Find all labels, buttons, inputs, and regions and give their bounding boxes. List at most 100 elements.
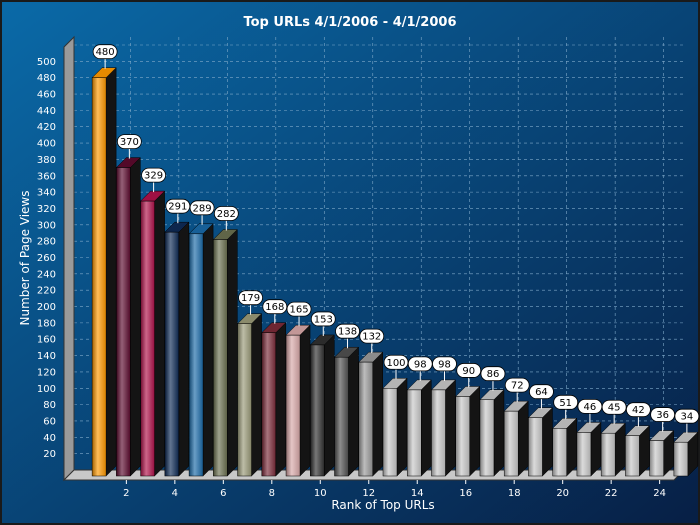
x-tick-label: 24: [653, 488, 666, 499]
bar-side: [469, 385, 480, 477]
data-label-bubble: [310, 311, 336, 327]
data-label: 282: [213, 206, 239, 231]
data-label-bubble: [650, 407, 676, 422]
bar: [576, 421, 602, 477]
y-tick-label: 500: [37, 57, 56, 68]
bar: [285, 324, 311, 477]
data-label-text: 34: [681, 412, 694, 423]
bar: [503, 400, 529, 477]
bar-front: [164, 231, 180, 477]
x-tick-label: 10: [314, 488, 327, 499]
bar-front: [188, 233, 204, 477]
bar-side: [348, 346, 359, 477]
bar-side: [542, 407, 553, 477]
data-label-bubble: [553, 394, 579, 410]
data-label: 165: [286, 301, 312, 327]
data-label-text: 72: [511, 381, 524, 392]
bar-side: [396, 377, 408, 477]
data-labels: 480 370 329 291 289 282 179 168 165 153 138 132 100 9…: [92, 44, 700, 434]
y-tick-label: 120: [37, 367, 56, 378]
data-label-bubble: [213, 206, 239, 221]
data-label: 45: [601, 399, 627, 425]
data-label: 480: [92, 44, 118, 69]
data-label-text: 90: [462, 366, 475, 377]
data-label-text: 282: [217, 209, 236, 220]
data-label-text: 36: [656, 410, 669, 421]
data-label-bubble: [165, 198, 191, 214]
data-label-bubble: [529, 384, 554, 400]
bar-front: [140, 200, 155, 477]
bar: [309, 334, 335, 477]
y-tick-label: 300: [37, 220, 56, 231]
bar: [188, 223, 214, 477]
y-tick-label: 460: [37, 90, 56, 101]
data-label-text: 329: [144, 171, 163, 182]
bar-side: [275, 322, 287, 477]
bar-front: [479, 399, 495, 477]
data-label: 329: [141, 167, 167, 193]
data-label-text: 98: [438, 359, 451, 370]
y-tick-label: 380: [37, 155, 56, 166]
data-label-text: 42: [632, 405, 645, 416]
bar-front: [116, 167, 131, 477]
y-tick-label: 80: [43, 400, 56, 411]
bar-front: [213, 239, 228, 477]
data-label-text: 165: [289, 305, 308, 316]
data-label: 179: [238, 290, 263, 315]
data-label-bubble: [674, 408, 700, 424]
y-tick-label: 100: [37, 384, 56, 395]
x-axis-label: Rank of Top URLs: [331, 498, 434, 512]
bar-front: [576, 432, 592, 477]
data-label: 42: [626, 402, 651, 427]
bar-side: [251, 313, 262, 477]
bar-side: [493, 389, 505, 477]
bar: [139, 190, 166, 477]
data-label: 98: [407, 356, 433, 381]
bar-side: [178, 221, 190, 477]
axes: 2040608010012014016018020022024026028030…: [37, 35, 686, 499]
bar: [479, 389, 505, 477]
chart-title: Top URLs 4/1/2006 - 4/1/2006: [243, 15, 456, 30]
bar-side: [517, 400, 529, 477]
data-label-bubble: [116, 134, 142, 149]
data-label-bubble: [480, 366, 506, 382]
data-label-text: 45: [608, 403, 621, 414]
data-label-bubble: [383, 354, 409, 370]
bar-side: [227, 228, 238, 477]
data-label: 289: [189, 200, 215, 225]
data-label: 100: [383, 354, 409, 380]
bar-front: [673, 441, 689, 477]
data-label-bubble: [359, 328, 385, 344]
y-tick-label: 360: [37, 171, 56, 182]
data-label-text: 480: [96, 47, 115, 58]
data-label: 86: [480, 366, 506, 391]
bar-front: [334, 356, 349, 477]
y-tick-label: 140: [37, 351, 56, 362]
data-label: 90: [456, 363, 482, 388]
data-label-text: 98: [414, 359, 427, 370]
bars: [91, 67, 699, 477]
bar: [600, 422, 626, 477]
data-label-bubble: [335, 323, 360, 339]
data-label-text: 86: [487, 369, 500, 380]
bar: [527, 407, 554, 477]
data-label-bubble: [189, 200, 215, 216]
data-label: 72: [504, 377, 530, 403]
bar-front: [528, 417, 543, 477]
y-tick-label: 200: [37, 302, 56, 313]
data-label: 51: [553, 394, 579, 420]
y-tick-label: 480: [37, 73, 56, 84]
data-label-text: 289: [193, 203, 212, 214]
y-tick-label: 180: [37, 318, 56, 329]
data-label-text: 46: [584, 402, 597, 413]
bar-front: [431, 389, 446, 477]
data-label: 168: [262, 299, 288, 324]
data-label-bubble: [601, 399, 627, 415]
data-label-bubble: [432, 356, 457, 372]
data-label: 370: [116, 134, 142, 159]
bar: [212, 228, 238, 477]
bar-side: [420, 379, 432, 477]
data-label-bubble: [141, 167, 167, 183]
x-tick-label: 12: [362, 488, 375, 499]
